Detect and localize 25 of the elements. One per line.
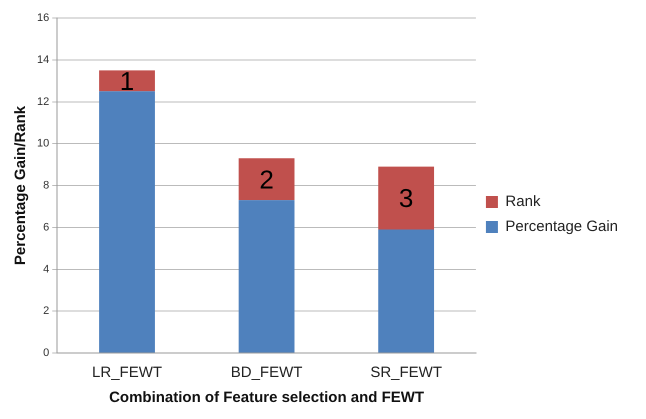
bar <box>99 70 155 92</box>
bar <box>99 91 155 352</box>
x-tick-label: BD_FEWT <box>230 364 302 382</box>
y-axis-title: Percentage Gain/Rank <box>12 105 30 266</box>
data-label: 1 <box>120 66 134 96</box>
legend-label: Rank <box>505 193 541 210</box>
y-tick-label: 14 <box>36 54 50 66</box>
legend-label: Percentage Gain <box>505 218 618 236</box>
x-tick-label: LR_FEWT <box>92 364 162 382</box>
data-label: 3 <box>398 183 414 214</box>
y-tick-label: 2 <box>43 305 50 318</box>
y-tick-label: 8 <box>43 180 50 192</box>
y-tick-label: 10 <box>36 138 50 150</box>
bar <box>378 229 434 352</box>
data-label: 2 <box>259 164 274 194</box>
y-tick-label: 4 <box>43 263 50 276</box>
y-tick-label: 12 <box>36 96 50 108</box>
bar <box>238 158 294 200</box>
x-axis-title: Combination of Feature selection and FEWT <box>109 389 424 406</box>
y-tick-label: 0 <box>43 347 50 360</box>
bar <box>238 200 294 352</box>
y-tick-label: 6 <box>43 221 50 234</box>
y-tick-label: 16 <box>36 12 50 24</box>
x-tick-label: SR_FEWT <box>370 364 442 382</box>
bar <box>378 166 434 230</box>
